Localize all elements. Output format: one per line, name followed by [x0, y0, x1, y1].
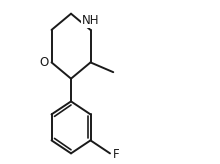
Text: O: O: [39, 56, 48, 69]
Text: NH: NH: [82, 14, 99, 27]
Text: F: F: [113, 148, 120, 162]
